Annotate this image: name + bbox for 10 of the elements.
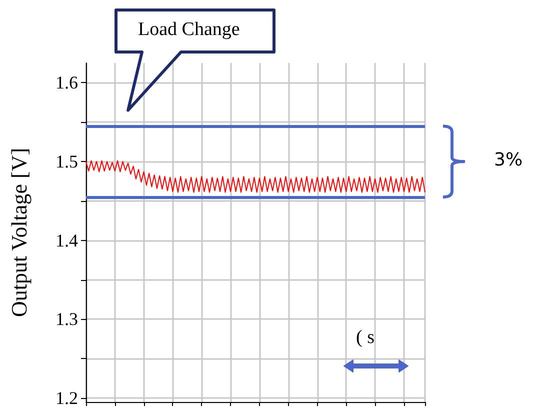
y-tick-label: 1.4	[56, 230, 78, 250]
line-series	[86, 160, 426, 193]
text: 3%	[494, 150, 523, 170]
annotation: ( s	[356, 327, 374, 348]
y-axis-title: Output Voltage [V]	[6, 148, 32, 318]
y-tick-label: 1.5	[56, 152, 78, 172]
y-tick-label: 1.3	[56, 309, 78, 330]
y-tick-label: 1.6	[56, 72, 78, 93]
text: Load Change	[138, 19, 240, 40]
y-tick-label: 1.2	[56, 388, 78, 408]
